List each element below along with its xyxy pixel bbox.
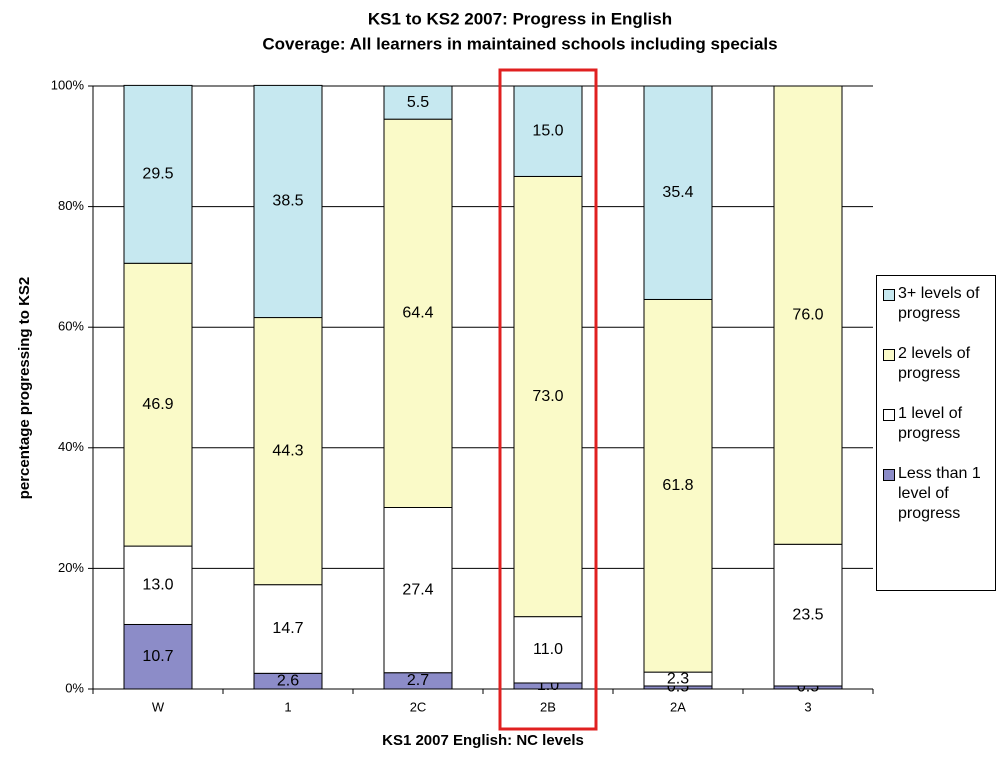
legend-entry: 1 level of progress (883, 404, 991, 444)
value-label: 2.3 (667, 670, 689, 687)
value-label: 35.4 (662, 184, 693, 201)
y-axis-title: percentage progressing to KS2 (16, 277, 33, 500)
legend-label: 1 level of progress (898, 405, 963, 442)
value-label: 61.8 (662, 477, 693, 494)
bar-segment (123, 84, 193, 264)
bar-segment (773, 543, 843, 687)
value-label: 29.5 (142, 166, 173, 183)
legend-entry: Less than 1 level of progress (883, 464, 991, 524)
bar-segment (773, 85, 843, 545)
x-tick-label: 2C (410, 699, 427, 714)
legend: 3+ levels of progress 2 levels of progres… (876, 275, 996, 591)
x-tick-label: 2B (540, 699, 556, 714)
value-label: 46.9 (142, 396, 173, 413)
highlight-box (498, 68, 598, 731)
legend-label: 2 levels of progress (898, 345, 971, 382)
x-tick-label: 1 (284, 699, 291, 714)
bar-segment (643, 298, 713, 673)
value-label: 73.0 (532, 388, 563, 405)
bar-segment (513, 616, 583, 684)
chart-subtitle: Coverage: All learners in maintained sch… (262, 34, 777, 53)
bar-segment (383, 506, 453, 674)
value-label: 2.6 (277, 672, 299, 689)
value-label: 23.5 (792, 606, 823, 623)
bar-segment (513, 85, 583, 177)
y-tick-label: 40% (58, 439, 84, 454)
legend-swatch (883, 409, 895, 421)
bar-segment (643, 85, 713, 300)
y-tick-label: 0% (65, 680, 84, 695)
value-label: 76.0 (792, 306, 823, 323)
bar-segment (253, 584, 323, 674)
x-tick-label: W (152, 699, 165, 714)
value-label: 11.0 (533, 641, 563, 658)
x-tick-label: 3 (804, 699, 811, 714)
value-label: 5.5 (407, 94, 429, 111)
bar-segment (253, 84, 323, 319)
x-axis-title: KS1 2007 English: NC levels (382, 732, 584, 749)
y-tick-label: 100% (51, 77, 85, 92)
value-label: 10.7 (142, 648, 173, 665)
value-label: 15.0 (532, 122, 563, 139)
chart-title: KS1 to KS2 2007: Progress in English (368, 9, 672, 28)
bar-segment (123, 262, 193, 547)
bar-segment (123, 545, 193, 625)
x-tick-label: 2A (670, 699, 686, 714)
legend-entry: 3+ levels of progress (883, 284, 991, 324)
value-label: 14.7 (272, 620, 303, 637)
legend-swatch (883, 349, 895, 361)
bar-segment (253, 317, 323, 586)
bar-segment (383, 85, 453, 120)
y-tick-label: 60% (58, 319, 84, 334)
legend-swatch (883, 289, 895, 301)
bar-segment (513, 175, 583, 618)
value-label: 27.4 (402, 581, 433, 598)
value-label: 13.0 (142, 577, 173, 594)
value-label: 64.4 (402, 305, 433, 322)
legend-entry: 2 levels of progress (883, 344, 991, 384)
legend-label: Less than 1 level of progress (898, 465, 981, 522)
y-tick-label: 20% (58, 560, 84, 575)
value-label: 38.5 (272, 193, 303, 210)
bar-segment (123, 623, 193, 690)
bar-segment (383, 118, 453, 508)
legend-label: 3+ levels of progress (898, 285, 980, 322)
value-label: 2.7 (407, 672, 429, 689)
legend-swatch (883, 469, 895, 481)
y-tick-label: 80% (58, 198, 84, 213)
value-label: 44.3 (272, 442, 303, 459)
